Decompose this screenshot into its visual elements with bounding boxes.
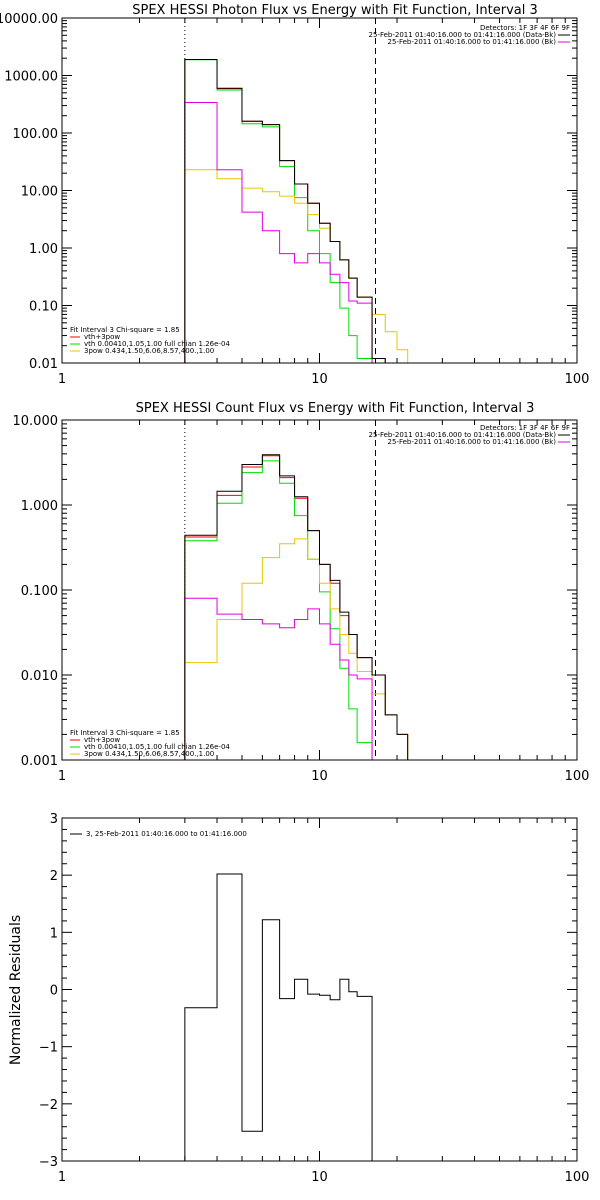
photon-series-4 <box>184 58 422 363</box>
photon-y-tick-label: 100.00 <box>13 127 59 142</box>
residuals-y-tick-label: 2 <box>50 869 58 884</box>
count-plot-area <box>184 420 422 760</box>
residuals-y-tick-label: 0 <box>50 984 58 999</box>
photon-y-tick-label: 10.00 <box>21 185 58 200</box>
residuals-series-0 <box>184 873 373 1161</box>
residuals-y-tick-label: −2 <box>39 1098 58 1113</box>
photon-y-tick-label: 10000.00 <box>0 12 58 27</box>
photon-fit-interval-label: Fit Interval 3 Chi-square = 1.85 <box>70 326 180 334</box>
residuals-x-tick-label: 1 <box>58 1170 66 1185</box>
photon-x-tick-label: 1 <box>58 372 66 387</box>
photon-series-2 <box>184 169 422 363</box>
count-x-tick-label: 100 <box>565 769 590 784</box>
photon-y-tick-label: 0.10 <box>29 300 58 315</box>
photon-x-tick-label: 10 <box>311 372 328 387</box>
photon-y-tick-label: 1.00 <box>29 242 58 257</box>
photon-legend-vth3pow: vth+3pow <box>84 333 120 341</box>
count-legend-3pow: 3pow 0.434,1.50,6.06,8.57,400.,1.00 <box>84 750 214 758</box>
count-flux-legend-top-right: Detectors: 1F 3F 4F 6F 9F 25-Feb-2011 01… <box>369 424 570 446</box>
count-flux-legend-bottom-left: Fit Interval 3 Chi-square = 1.85 vth+3po… <box>70 729 230 758</box>
residuals-y-axis-label: Normalized Residuals <box>8 915 24 1065</box>
residuals-y-tick-label: 1 <box>50 926 58 941</box>
photon-flux-title: SPEX HESSI Photon Flux vs Energy with Fi… <box>132 3 538 18</box>
photon-legend-bk: 25-Feb-2011 01:40:16.000 to 01:41:16.000… <box>388 38 557 46</box>
count-flux-title: SPEX HESSI Count Flux vs Energy with Fit… <box>136 401 535 416</box>
photon-legend-vth: vth 0.00410,1.05,1.00 full chian 1.26e-0… <box>84 340 230 348</box>
photon-flux-panel: SPEX HESSI Photon Flux vs Energy with Fi… <box>0 3 589 387</box>
count-y-tick-label: 0.010 <box>21 669 58 684</box>
photon-series-0 <box>184 58 422 363</box>
photon-series-1 <box>184 59 422 363</box>
photon-legend-data-bk: 25-Feb-2011 01:40:16.000 to 01:41:16.000… <box>369 31 557 39</box>
photon-flux-legend-top-right: Detectors: 1F 3F 4F 6F 9F 25-Feb-2011 01… <box>369 24 570 46</box>
count-legend-vth: vth 0.00410,1.05,1.00 full chian 1.26e-0… <box>84 743 230 751</box>
residuals-legend: 3, 25-Feb-2011 01:40:16.000 to 01:41:16.… <box>70 830 247 838</box>
residuals-panel: Normalized Residuals 1 10 100 −3 −2 −1 0 1 2 3 3,… <box>8 812 589 1185</box>
residuals-plot-area <box>184 873 373 1161</box>
residuals-x-tick-label: 10 <box>311 1170 328 1185</box>
residuals-x-tick-label: 100 <box>565 1170 590 1185</box>
count-flux-plot-frame <box>61 419 578 761</box>
count-legend-vth3pow: vth+3pow <box>84 736 120 744</box>
count-x-tick-label: 1 <box>58 769 66 784</box>
photon-series-3 <box>184 101 422 363</box>
photon-y-tick-label: 0.01 <box>29 357 58 372</box>
residuals-legend-label: 3, 25-Feb-2011 01:40:16.000 to 01:41:16.… <box>86 830 247 838</box>
count-y-tick-label: 10.000 <box>13 414 59 429</box>
photon-x-tick-label: 100 <box>565 372 590 387</box>
photon-legend-3pow: 3pow 0.434,1.50,6.06,8.57,400.,1.00 <box>84 347 214 355</box>
count-series-4 <box>184 454 422 760</box>
photon-detectors-label: Detectors: 1F 3F 4F 6F 9F <box>480 24 570 32</box>
count-series-3 <box>184 597 422 760</box>
count-series-2 <box>184 538 422 760</box>
residuals-plot-frame <box>61 817 578 1162</box>
count-legend-bk: 25-Feb-2011 01:40:16.000 to 01:41:16.000… <box>388 438 557 446</box>
photon-plot-area <box>184 18 422 363</box>
count-detectors-label: Detectors: 1F 3F 4F 6F 9F <box>480 424 570 432</box>
residuals-y-tick-label: −1 <box>39 1041 58 1056</box>
photon-y-tick-label: 1000.00 <box>4 70 58 85</box>
count-legend-data-bk: 25-Feb-2011 01:40:16.000 to 01:41:16.000… <box>369 431 557 439</box>
photon-flux-legend-bottom-left: Fit Interval 3 Chi-square = 1.85 vth+3po… <box>70 326 230 355</box>
count-y-tick-label: 0.100 <box>21 584 58 599</box>
count-fit-interval-label: Fit Interval 3 Chi-square = 1.85 <box>70 729 180 737</box>
photon-flux-plot-frame <box>61 17 578 364</box>
count-flux-panel: SPEX HESSI Count Flux vs Energy with Fit… <box>13 401 590 784</box>
residuals-y-tick-label: 3 <box>50 812 58 827</box>
count-y-tick-label: 0.001 <box>21 754 58 769</box>
count-x-tick-label: 10 <box>311 769 328 784</box>
count-y-tick-label: 1.000 <box>21 499 58 514</box>
residuals-y-tick-label: −3 <box>39 1155 58 1170</box>
